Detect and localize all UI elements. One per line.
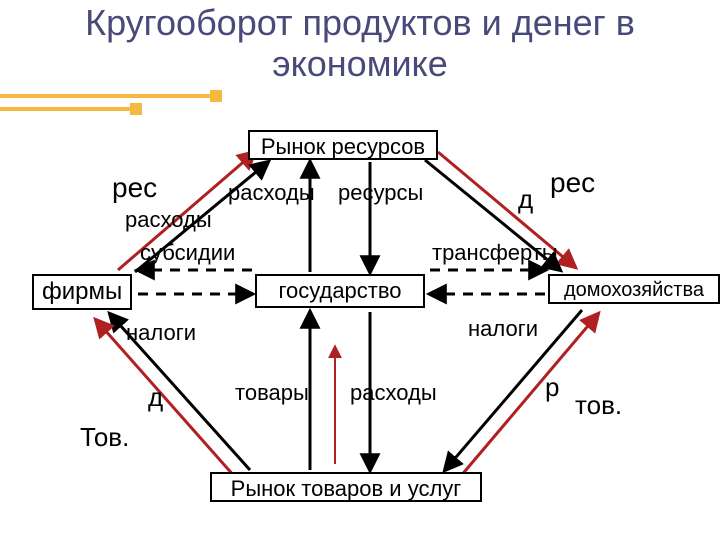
box-households: домохозяйства <box>548 274 720 304</box>
box-goods_market: Рынок товаров и услуг <box>210 472 482 502</box>
label-resursy: ресурсы <box>338 180 423 206</box>
accent-bar-1 <box>0 94 210 98</box>
label-d_left: д <box>148 382 163 413</box>
accent-bar-2 <box>0 107 130 111</box>
label-res_left: рес <box>112 172 157 204</box>
label-tovary: товары <box>235 380 309 406</box>
page-title: Кругооборот продуктов и денег в экономик… <box>0 2 720 85</box>
label-transferty: трансферты <box>432 240 558 266</box>
label-rashody_top: расходы <box>228 180 315 206</box>
box-government: государство <box>255 274 425 308</box>
label-subsidii: субсидии <box>140 240 235 266</box>
label-d_right: д <box>518 184 533 215</box>
box-firms: фирмы <box>32 274 132 310</box>
accent-square-2 <box>130 103 142 115</box>
label-nalogi_r: налоги <box>468 316 538 342</box>
label-rashody_b: расходы <box>350 380 437 406</box>
label-tov_right: тов. <box>575 390 622 421</box>
label-nalogi_l: налоги <box>126 320 196 346</box>
label-res_right: рес <box>550 167 595 199</box>
label-r_right: р <box>545 372 559 403</box>
accent-square-1 <box>210 90 222 102</box>
box-resource_market: Рынок ресурсов <box>248 130 438 160</box>
label-tov_left: Тов. <box>80 422 129 453</box>
label-rashody_ul: расходы <box>125 207 212 233</box>
